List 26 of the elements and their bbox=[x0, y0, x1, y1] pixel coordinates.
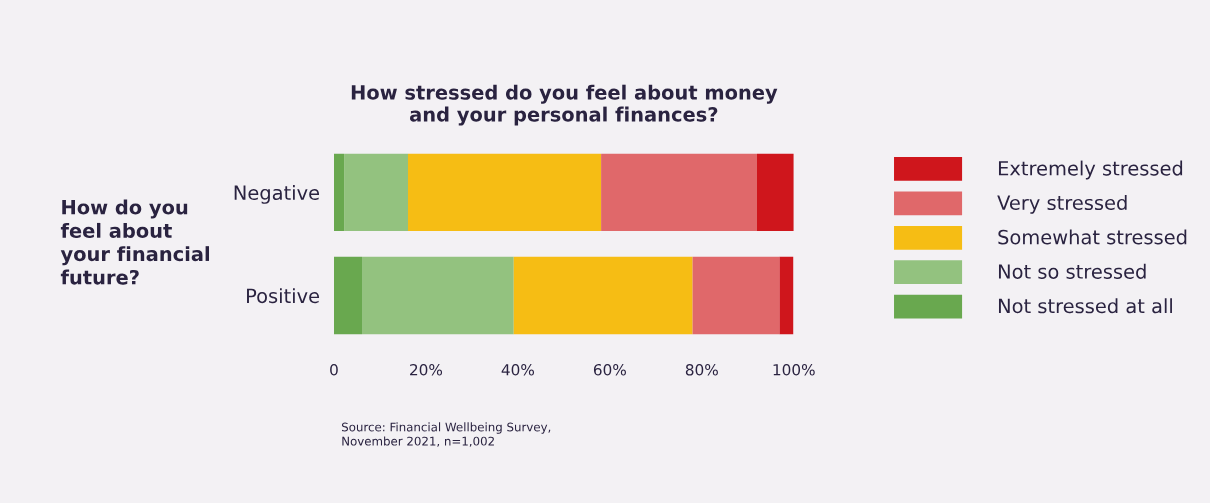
legend-label: Not stressed at all bbox=[998, 298, 1172, 314]
x-tick-label: 60% bbox=[593, 364, 626, 376]
legend-label: Somewhat stressed bbox=[998, 229, 1187, 245]
y-tick-label: Positive bbox=[247, 288, 320, 304]
x-tick-label: 0 bbox=[330, 364, 338, 376]
bar bbox=[407, 153, 602, 232]
legend-label: Very stressed bbox=[997, 194, 1127, 214]
bar bbox=[779, 256, 794, 335]
chart-title: How stressed do you feel about money and your personal finances? bbox=[351, 84, 778, 126]
bar bbox=[344, 153, 408, 232]
legend-label: Not so stressed bbox=[998, 263, 1146, 279]
bar bbox=[601, 153, 757, 232]
bar bbox=[756, 153, 794, 232]
y-tick-label: Negative bbox=[234, 185, 320, 204]
bar bbox=[362, 256, 514, 335]
source-note: Source: Financial Wellbeing Survey, November 2021, n=1,002 bbox=[342, 422, 551, 447]
bar bbox=[333, 153, 345, 232]
bar bbox=[692, 256, 780, 335]
x-tick-label: 20% bbox=[410, 364, 443, 376]
bar bbox=[333, 256, 363, 335]
x-tick-label: 40% bbox=[501, 364, 535, 376]
legend-label: Extremely stressed bbox=[998, 160, 1183, 180]
bar bbox=[513, 256, 693, 335]
y-axis-title: How do you feel about your financial future? bbox=[60, 199, 210, 285]
x-tick-label: 100% bbox=[773, 364, 815, 376]
x-tick-label: 80% bbox=[685, 364, 718, 376]
